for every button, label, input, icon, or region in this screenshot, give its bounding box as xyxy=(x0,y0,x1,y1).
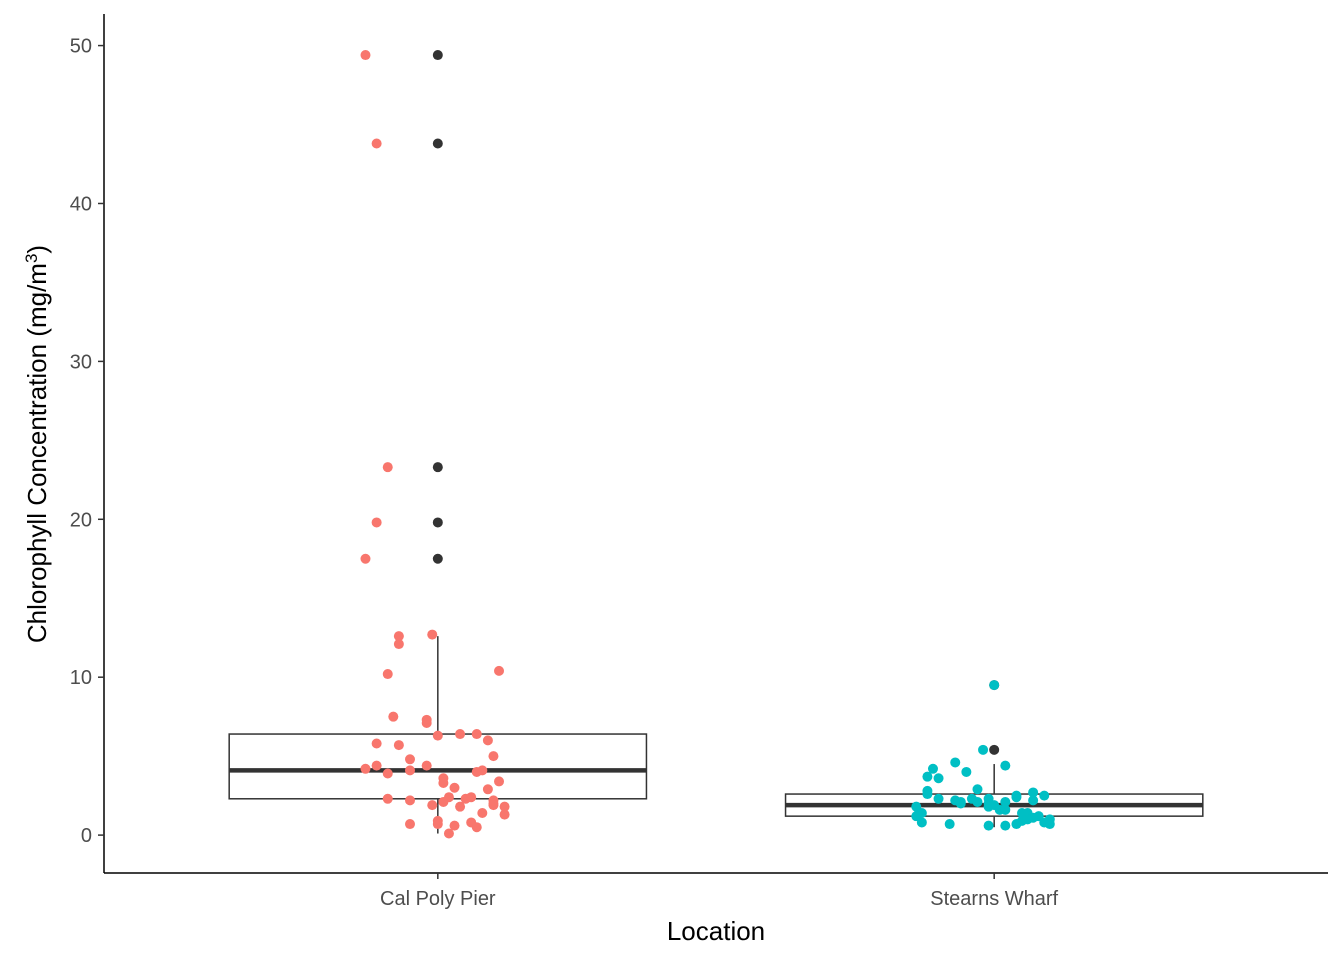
y-axis-title-close: ) xyxy=(22,245,52,254)
point-cal-poly-pier-35 xyxy=(482,784,493,795)
point-cal-poly-pier-13 xyxy=(371,738,382,749)
point-stearns-wharf-7 xyxy=(933,773,944,784)
x-axis-title: Location xyxy=(667,916,765,946)
point-stearns-wharf-26 xyxy=(955,796,966,807)
y-axis-title: Chlorophyll Concentration (mg/m3) xyxy=(22,245,53,643)
point-stearns-wharf-45 xyxy=(994,804,1005,815)
point-stearns-wharf-18 xyxy=(1011,792,1022,803)
boxes-layer xyxy=(228,636,1204,834)
point-stearns-wharf-5 xyxy=(922,771,933,782)
point-stearns-wharf-1 xyxy=(978,744,989,755)
y-axis-title-superscript: 3 xyxy=(22,254,41,263)
point-cal-poly-pier-36 xyxy=(466,792,477,803)
point-cal-poly-pier-17 xyxy=(471,729,482,740)
point-stearns-wharf-2 xyxy=(950,757,961,768)
point-cal-poly-pier-37 xyxy=(382,793,393,804)
point-cal-poly-pier-40 xyxy=(455,801,466,812)
point-cal-poly-pier-47 xyxy=(471,822,482,833)
point-cal-poly-pier-46 xyxy=(449,820,460,831)
point-cal-poly-pier-52 xyxy=(432,819,443,830)
point-stearns-wharf-44 xyxy=(1044,814,1055,825)
point-cal-poly-pier-32 xyxy=(438,777,449,788)
point-cal-poly-pier-3 xyxy=(360,553,371,564)
point-cal-poly-pier-42 xyxy=(499,809,510,820)
outlier-cal-poly-pier-0 xyxy=(432,553,443,564)
point-cal-poly-pier-19 xyxy=(405,754,415,765)
point-cal-poly-pier-20 xyxy=(488,751,499,762)
x-tick-label-stearns-wharf: Stearns Wharf xyxy=(930,888,1058,910)
point-cal-poly-pier-30 xyxy=(449,782,460,793)
point-stearns-wharf-6 xyxy=(927,763,938,774)
point-stearns-wharf-21 xyxy=(1000,796,1011,807)
x-tick-label-cal-poly-pier: Cal Poly Pier xyxy=(380,888,496,910)
x-ticks-layer: Cal Poly Pier Stearns Wharf xyxy=(380,873,1059,910)
box-cal-poly-pier xyxy=(228,733,648,800)
y-tick-label-10: 10 xyxy=(70,667,92,689)
point-cal-poly-pier-24 xyxy=(405,765,415,776)
point-cal-poly-pier-41 xyxy=(477,807,488,818)
point-cal-poly-pier-14 xyxy=(455,729,466,740)
point-cal-poly-pier-22 xyxy=(371,760,382,771)
y-tick-label-20: 20 xyxy=(70,509,92,531)
outlier-cal-poly-pier-1 xyxy=(432,517,443,528)
point-cal-poly-pier-23 xyxy=(360,763,371,774)
point-stearns-wharf-29 xyxy=(983,801,994,812)
y-tick-label-40: 40 xyxy=(70,193,92,215)
point-cal-poly-pier-53 xyxy=(443,828,454,839)
point-stearns-wharf-10 xyxy=(972,784,983,795)
outlier-cal-poly-pier-2 xyxy=(432,462,443,473)
point-cal-poly-pier-51 xyxy=(499,801,510,812)
point-cal-poly-pier-16 xyxy=(393,740,404,751)
point-cal-poly-pier-2 xyxy=(382,462,393,473)
point-stearns-wharf-0 xyxy=(989,680,1000,691)
point-stearns-wharf-4 xyxy=(1000,760,1011,771)
y-axis-title-main: Chlorophyll Concentration (mg/m xyxy=(22,263,52,643)
point-cal-poly-pier-5 xyxy=(393,639,404,650)
point-stearns-wharf-38 xyxy=(1000,820,1011,831)
point-cal-poly-pier-4 xyxy=(371,517,382,528)
point-cal-poly-pier-39 xyxy=(438,796,449,807)
point-cal-poly-pier-25 xyxy=(382,768,393,779)
jitter-points-layer xyxy=(360,50,1055,839)
point-stearns-wharf-40 xyxy=(916,817,927,828)
point-cal-poly-pier-8 xyxy=(494,665,505,676)
outlier-cal-poly-pier-4 xyxy=(432,50,443,61)
point-cal-poly-pier-28 xyxy=(471,766,482,777)
point-cal-poly-pier-18 xyxy=(482,735,493,746)
point-cal-poly-pier-29 xyxy=(494,776,505,787)
point-cal-poly-pier-15 xyxy=(432,730,443,741)
point-stearns-wharf-16 xyxy=(1028,787,1039,798)
y-ticks-layer: 0 10 20 30 40 50 xyxy=(70,36,104,847)
point-stearns-wharf-41 xyxy=(944,819,955,830)
point-stearns-wharf-39 xyxy=(983,820,994,831)
outliers-layer xyxy=(432,50,1000,755)
point-cal-poly-pier-10 xyxy=(388,711,399,722)
point-stearns-wharf-3 xyxy=(961,766,972,777)
point-cal-poly-pier-1 xyxy=(371,138,382,149)
point-cal-poly-pier-38 xyxy=(405,795,415,806)
outlier-cal-poly-pier-3 xyxy=(432,138,443,149)
axes-layer xyxy=(103,14,1328,874)
point-stearns-wharf-37 xyxy=(1011,819,1022,830)
y-tick-label-0: 0 xyxy=(81,825,92,847)
point-stearns-wharf-15 xyxy=(972,796,983,807)
point-cal-poly-pier-0 xyxy=(360,50,371,61)
point-cal-poly-pier-6 xyxy=(393,631,404,642)
point-cal-poly-pier-7 xyxy=(427,629,438,640)
y-tick-label-50: 50 xyxy=(70,36,92,58)
point-cal-poly-pier-45 xyxy=(405,819,415,830)
point-stearns-wharf-9 xyxy=(922,789,933,800)
point-cal-poly-pier-50 xyxy=(488,800,499,811)
point-cal-poly-pier-12 xyxy=(421,717,432,728)
point-cal-poly-pier-9 xyxy=(382,669,393,680)
point-cal-poly-pier-48 xyxy=(427,800,438,811)
outlier-stearns-wharf-0 xyxy=(989,744,1000,755)
point-stearns-wharf-20 xyxy=(1039,790,1050,801)
point-stearns-wharf-11 xyxy=(933,793,944,804)
y-tick-label-30: 30 xyxy=(70,351,92,373)
point-cal-poly-pier-21 xyxy=(421,760,432,771)
point-stearns-wharf-19 xyxy=(1028,795,1039,806)
